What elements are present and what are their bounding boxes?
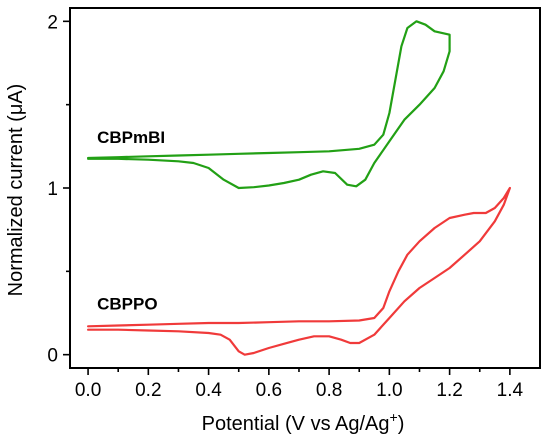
x-tick-label: 1.2 — [436, 380, 462, 401]
x-tick-label: 0.8 — [316, 380, 342, 401]
x-tick-label: 0.6 — [256, 380, 282, 401]
y-tick-label: 2 — [47, 12, 58, 33]
series-line-cbppo — [86, 186, 511, 356]
x-tick-label: 0.0 — [75, 380, 101, 401]
series-layer: CBPmBI CBPPO — [86, 20, 511, 356]
y-tick-label: 1 — [47, 179, 58, 200]
x-axis-title-close: ) — [398, 413, 405, 435]
x-tick-label: 1.4 — [497, 380, 524, 401]
series-line-cbpmbi — [86, 20, 451, 190]
y-axis-title: Normalized current (μA) — [5, 84, 27, 297]
series-label-cbpmbi: CBPmBI — [97, 128, 165, 147]
x-tick-label: 1.0 — [376, 380, 402, 401]
series-label-cbppo: CBPPO — [97, 295, 157, 314]
x-axis-ticks: 0.0 0.2 0.4 0.6 0.8 1.0 1.2 1.4 — [75, 368, 524, 401]
x-tick-label: 0.2 — [135, 380, 161, 401]
y-tick-label: 0 — [47, 346, 58, 367]
plot-frame — [69, 7, 541, 369]
x-axis-title-superscript: + — [390, 409, 398, 425]
x-axis-title-main: Potential (V vs Ag/Ag — [202, 413, 390, 435]
x-axis-title: Potential (V vs Ag/Ag+) — [202, 409, 405, 435]
y-axis-ticks: 0 1 2 — [47, 12, 70, 367]
x-tick-label: 0.4 — [195, 380, 222, 401]
